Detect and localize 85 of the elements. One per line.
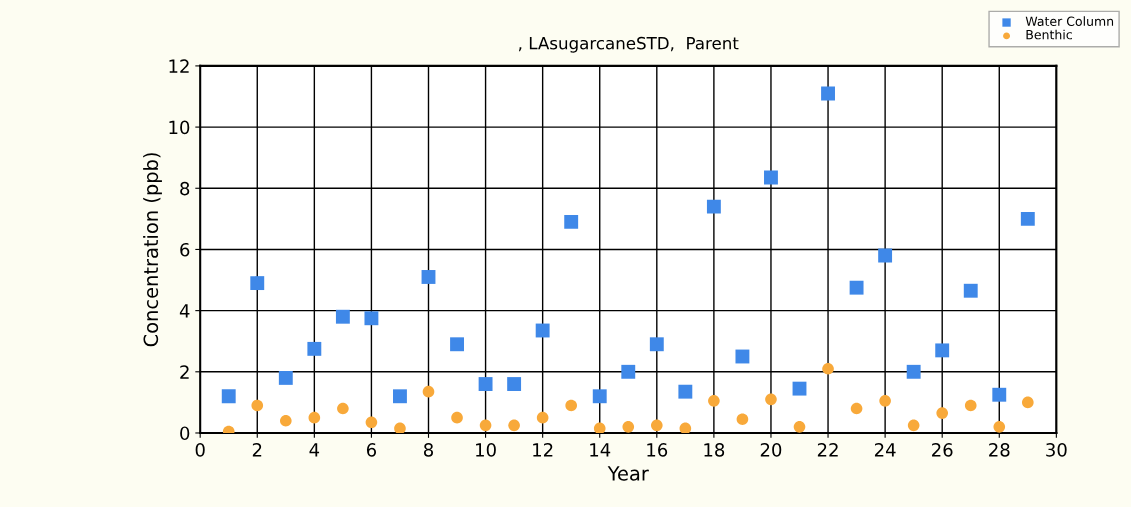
point — [393, 389, 407, 404]
point — [450, 337, 464, 352]
point — [963, 283, 978, 298]
point — [849, 280, 864, 295]
point — [736, 413, 749, 426]
point — [621, 364, 636, 379]
point — [708, 395, 720, 407]
point — [821, 86, 835, 101]
point — [936, 407, 949, 419]
point — [792, 381, 807, 396]
point — [935, 343, 950, 358]
point — [337, 402, 349, 415]
x-tick-label: 26 — [932, 443, 953, 457]
point — [992, 387, 1007, 402]
x-tick-label: 8 — [423, 443, 434, 457]
point — [1022, 396, 1034, 409]
point — [878, 248, 893, 263]
point — [565, 399, 577, 412]
x-tick-label: 12 — [533, 443, 553, 457]
y-tick-label: 12 — [169, 59, 189, 73]
point — [879, 395, 891, 407]
point — [793, 421, 806, 433]
point — [365, 416, 378, 429]
point — [735, 349, 750, 364]
point — [850, 402, 863, 415]
y-tick-label: 4 — [179, 304, 190, 318]
point — [307, 341, 322, 356]
y-axis-title: Concentration (ppb) — [143, 153, 162, 347]
x-tick-label: 4 — [309, 443, 320, 457]
y-tick-label: 2 — [180, 365, 189, 379]
chart-title: , LAsugarcaneSTD, Parent — [518, 36, 739, 53]
y-tick-label: 8 — [180, 181, 190, 196]
x-tick-label: 6 — [366, 443, 377, 457]
point — [622, 421, 635, 433]
legend-label: Benthic — [1026, 29, 1072, 40]
y-tick-label: 10 — [169, 120, 190, 135]
point — [592, 389, 607, 404]
point — [508, 419, 520, 432]
point — [593, 422, 606, 433]
point — [765, 393, 777, 406]
x-tick-label: 20 — [760, 443, 782, 457]
point — [364, 311, 379, 326]
point — [335, 309, 350, 324]
point — [649, 337, 664, 352]
x-tick-label: 10 — [476, 443, 496, 457]
point — [679, 422, 692, 433]
point — [422, 385, 435, 398]
point — [651, 419, 663, 432]
point — [279, 414, 292, 427]
point — [907, 419, 920, 432]
legend-label: Water Column — [1025, 16, 1114, 26]
point — [1020, 211, 1035, 226]
point — [507, 377, 522, 391]
x-tick-label: 18 — [704, 443, 725, 457]
point — [308, 411, 321, 424]
point — [706, 199, 721, 214]
point — [479, 419, 492, 432]
point — [478, 377, 493, 391]
point — [535, 323, 550, 338]
point — [451, 411, 463, 424]
point — [278, 370, 293, 385]
point — [764, 170, 778, 185]
point — [906, 364, 921, 379]
x-tick-label: 2 — [252, 443, 262, 457]
point — [250, 276, 265, 291]
point — [678, 384, 693, 399]
point — [221, 389, 236, 404]
point — [564, 214, 579, 229]
y-tick-label: 0 — [180, 426, 190, 441]
x-tick-label: 22 — [817, 443, 838, 457]
point — [251, 399, 264, 412]
point — [421, 270, 436, 284]
x-tick-label: 16 — [647, 443, 668, 457]
point — [993, 421, 1006, 433]
point — [536, 411, 549, 424]
point — [964, 399, 977, 412]
point — [394, 422, 406, 433]
x-tick-label: 14 — [590, 443, 611, 457]
x-tick-label: 24 — [874, 443, 896, 457]
point — [822, 362, 834, 375]
x-tick-label: 0 — [195, 443, 205, 457]
x-tick-label: 30 — [1046, 443, 1067, 457]
x-tick-label: 28 — [989, 443, 1010, 457]
y-tick-label: 6 — [180, 242, 190, 257]
x-axis-title: Year — [607, 466, 649, 481]
